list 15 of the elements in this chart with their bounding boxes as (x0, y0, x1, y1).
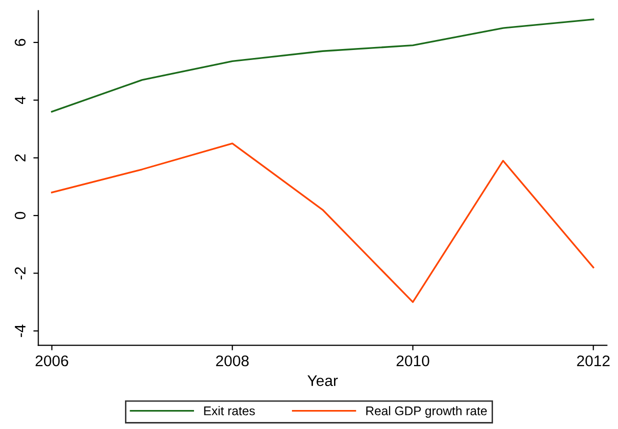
y-tick-label: -4 (14, 324, 26, 338)
x-tick-label: 2012 (577, 355, 610, 366)
line-series (51, 142, 594, 303)
legend-label: Exit rates (204, 406, 255, 416)
y-tick-label: 0 (14, 212, 26, 220)
x-tick-label: 2010 (396, 355, 430, 366)
legend-label: Real GDP growth rate (366, 406, 487, 418)
y-tick-label: 2 (14, 154, 26, 162)
x-tick-label: 2006 (36, 355, 68, 366)
line-series (51, 18, 594, 113)
x-tick-label: 2008 (216, 355, 249, 366)
x-axis-title: Year (307, 375, 338, 386)
y-tick-label: -2 (14, 267, 26, 280)
y-tick-label: 4 (14, 96, 26, 104)
y-tick-label: 6 (14, 38, 26, 46)
